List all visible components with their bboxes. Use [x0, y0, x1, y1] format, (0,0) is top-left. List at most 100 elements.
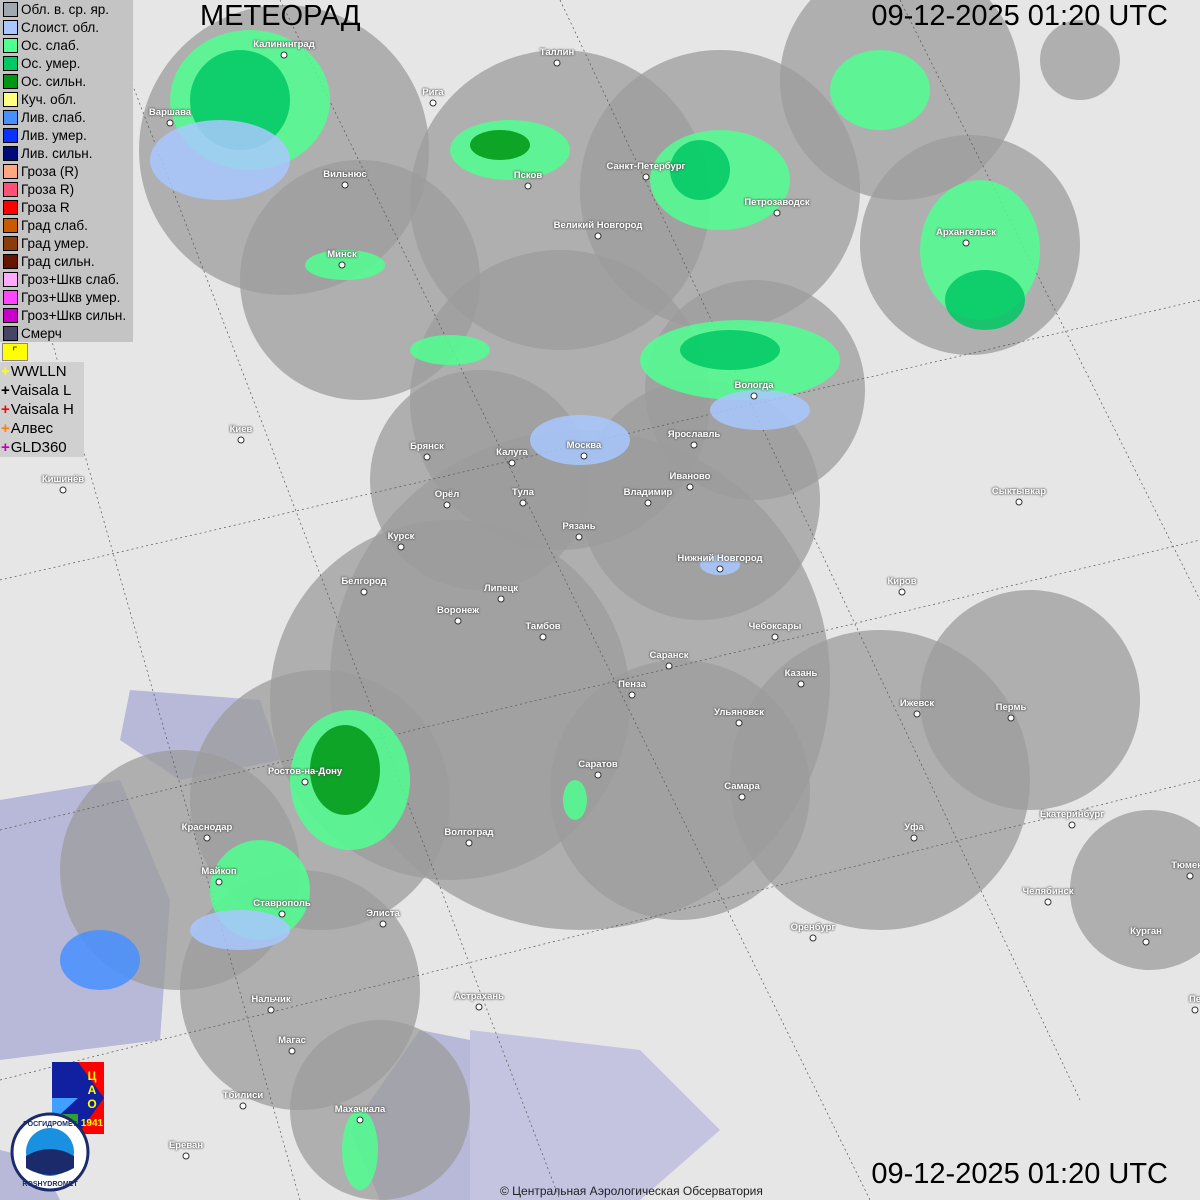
- legend-item: Гроз+Шкв слаб.: [0, 270, 133, 288]
- city-label: Рига: [422, 87, 444, 98]
- city-marker-icon: [773, 209, 781, 217]
- city-label: Самара: [724, 781, 760, 792]
- city-marker-icon: [278, 910, 286, 918]
- legend-item: Куч. обл.: [0, 90, 133, 108]
- city-marker-icon: [288, 1047, 296, 1055]
- legend-swatch: [3, 325, 18, 341]
- city-marker-icon: [341, 181, 349, 189]
- radar-coverage-circle: [1070, 810, 1200, 970]
- precip-echo: [830, 50, 930, 130]
- city-marker-icon: [360, 588, 368, 596]
- svg-text:О: О: [87, 1097, 96, 1111]
- city-label: Санкт-Петербург: [606, 161, 686, 172]
- svg-text:Ц: Ц: [88, 1069, 97, 1083]
- lightning-flag-icon[interactable]: ⌜: [2, 343, 28, 361]
- city-label: Саратов: [578, 759, 618, 770]
- city-label: Курск: [387, 531, 415, 542]
- legend-item: Лив. слаб.: [0, 108, 133, 126]
- lightning-source-toggle[interactable]: +Алвес: [0, 419, 84, 438]
- city-marker-icon: [1068, 821, 1076, 829]
- legend-panel: Обл. в. ср. яр. Слоист. обл. Ос. слаб. Ос. …: [0, 0, 133, 342]
- city-label: Саранск: [649, 650, 689, 661]
- city-label: Краснодар: [181, 822, 233, 833]
- radar-coverage-circle: [550, 660, 810, 920]
- legend-label: Град слаб.: [21, 217, 88, 233]
- city-label: Курган: [1130, 926, 1162, 937]
- legend-label: Гроза (R): [21, 163, 79, 179]
- legend-swatch: [3, 127, 18, 143]
- legend-swatch: [3, 217, 18, 233]
- legend-label: Гроз+Шкв умер.: [21, 289, 121, 305]
- city-label: Казань: [784, 668, 818, 679]
- legend-label: Куч. обл.: [21, 91, 77, 107]
- legend-swatch: [3, 271, 18, 287]
- city-label: Великий Новгород: [553, 220, 643, 231]
- city-label: Воронеж: [437, 605, 479, 616]
- legend-item: Гроз+Шкв сильн.: [0, 306, 133, 324]
- lightning-source-toggle[interactable]: +GLD360: [0, 438, 84, 457]
- city-label: Майкоп: [201, 866, 237, 877]
- city-marker-icon: [203, 834, 211, 842]
- city-label: Ростов-на-Дону: [267, 766, 343, 777]
- city-marker-icon: [686, 483, 694, 491]
- lightning-cross-icon: +: [1, 363, 10, 380]
- legend-item: Гроза R): [0, 180, 133, 198]
- legend-item: Град сильн.: [0, 252, 133, 270]
- city-marker-icon: [797, 680, 805, 688]
- lightning-cross-icon: +: [1, 439, 10, 456]
- city-marker-icon: [628, 691, 636, 699]
- city-marker-icon: [962, 239, 970, 247]
- legend-label: Смерч: [21, 325, 62, 341]
- svg-text:1941: 1941: [81, 1118, 104, 1129]
- city-marker-icon: [497, 595, 505, 603]
- city-marker-icon: [280, 51, 288, 59]
- city-marker-icon: [690, 441, 698, 449]
- legend-item: Гроза R: [0, 198, 133, 216]
- city-marker-icon: [735, 719, 743, 727]
- city-label: Иваново: [669, 471, 711, 482]
- svg-text:А: А: [88, 1083, 97, 1097]
- city-marker-icon: [1191, 1006, 1199, 1014]
- city-marker-icon: [594, 232, 602, 240]
- city-marker-icon: [59, 486, 67, 494]
- city-marker-icon: [553, 59, 561, 67]
- city-label: Псков: [513, 170, 543, 181]
- city-label: Екатеринбург: [1039, 809, 1105, 820]
- lightning-source-toggle[interactable]: +Vaisala L: [0, 381, 84, 400]
- city-marker-icon: [239, 1102, 247, 1110]
- lightning-source-toggle[interactable]: +Vaisala H: [0, 400, 84, 419]
- city-label: Волгоград: [444, 827, 494, 838]
- city-marker-icon: [519, 499, 527, 507]
- city-marker-icon: [575, 533, 583, 541]
- svg-text:ROSHYDROMET: ROSHYDROMET: [22, 1181, 78, 1188]
- city-marker-icon: [182, 1152, 190, 1160]
- legend-swatch: [3, 253, 18, 269]
- city-label: Чебоксары: [748, 621, 802, 632]
- city-label: Киев: [229, 424, 253, 435]
- legend-item: Ос. сильн.: [0, 72, 133, 90]
- city-marker-icon: [644, 499, 652, 507]
- precip-echo: [190, 910, 290, 950]
- precip-echo: [530, 415, 630, 465]
- city-label: Тбилиси: [222, 1090, 264, 1101]
- city-marker-icon: [1007, 714, 1015, 722]
- lightning-label: WWLLN: [10, 363, 67, 380]
- precip-echo: [680, 330, 780, 370]
- legend-swatch: [3, 307, 18, 323]
- legend-label: Ос. умер.: [21, 55, 81, 71]
- city-label: Сыктывкар: [991, 486, 1047, 497]
- city-marker-icon: [267, 1006, 275, 1014]
- legend-swatch: [3, 37, 18, 53]
- precip-echo: [470, 130, 530, 160]
- legend-swatch: [3, 145, 18, 161]
- precip-echo: [710, 390, 810, 430]
- city-label: Липецк: [483, 583, 519, 594]
- legend-swatch: [3, 109, 18, 125]
- city-marker-icon: [429, 99, 437, 107]
- legend-label: Гроз+Шкв слаб.: [21, 271, 120, 287]
- city-marker-icon: [539, 633, 547, 641]
- legend-item: Лив. сильн.: [0, 144, 133, 162]
- lightning-source-toggle[interactable]: +WWLLN: [0, 362, 84, 381]
- city-marker-icon: [750, 392, 758, 400]
